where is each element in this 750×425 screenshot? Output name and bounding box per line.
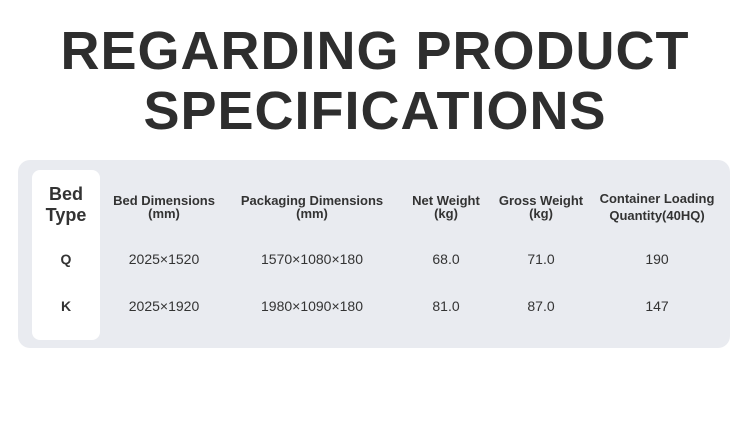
header-text: (mm) (148, 206, 180, 221)
title-line: REGARDING PRODUCT (60, 21, 690, 81)
cell-text: 1570×1080×180 (261, 251, 363, 267)
cell-text: Q (60, 251, 72, 267)
header-text: Container Loading (599, 191, 715, 206)
header-text: (mm) (296, 206, 328, 221)
type-column (32, 170, 100, 340)
cell-text: K (60, 298, 72, 314)
header-text: Gross Weight (498, 193, 584, 208)
header-text: Net Weight (412, 193, 480, 208)
header-text: Packaging Dimensions (240, 193, 384, 208)
cell-text: 2025×1520 (128, 251, 200, 267)
cell-text: 81.0 (432, 298, 460, 314)
header-text: Quantity(40HQ) (609, 208, 705, 223)
header-text: Bed Dimensions (113, 193, 215, 208)
header-text: (kg) (434, 206, 458, 221)
table-panel (18, 160, 730, 348)
title-line: SPECIFICATIONS (143, 81, 607, 141)
header-text: Bed (48, 184, 84, 204)
cell-text: 1980×1090×180 (261, 298, 363, 314)
cell-text: 68.0 (432, 251, 460, 267)
cell-text: 147 (645, 298, 669, 314)
cell-text: 71.0 (527, 251, 555, 267)
header-text: Type (45, 205, 87, 225)
header-text: (kg) (529, 206, 553, 221)
cell-text: 87.0 (527, 298, 555, 314)
cell-text: 190 (645, 251, 669, 267)
cell-text: 2025×1920 (128, 298, 200, 314)
